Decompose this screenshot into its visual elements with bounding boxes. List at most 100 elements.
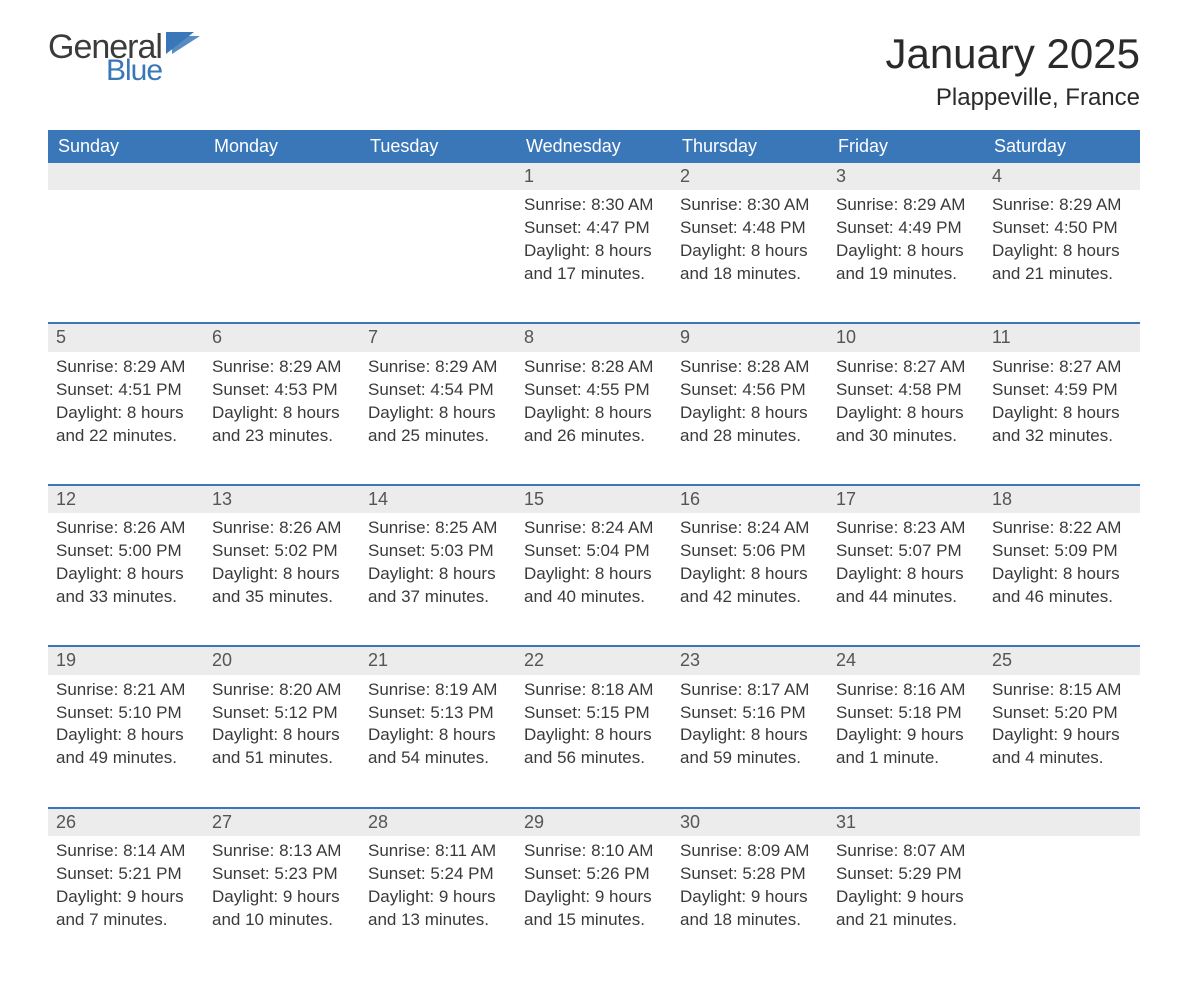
sunset-text: Sunset: 4:51 PM [56,379,196,402]
daylight-text-1: Daylight: 8 hours [524,402,664,425]
sunrise-text: Sunrise: 8:10 AM [524,840,664,863]
sunrise-text: Sunrise: 8:18 AM [524,679,664,702]
day-cell: Sunrise: 8:28 AMSunset: 4:55 PMDaylight:… [516,352,672,484]
weekday-header: Saturday [984,130,1140,163]
sunrise-text: Sunrise: 8:29 AM [56,356,196,379]
week-daynum-row: 567891011 [48,322,1140,351]
day-number: 31 [828,807,984,836]
sunset-text: Sunset: 5:07 PM [836,540,976,563]
sunrise-text: Sunrise: 8:16 AM [836,679,976,702]
day-number: 11 [984,322,1140,351]
day-number: 19 [48,645,204,674]
day-number: 6 [204,322,360,351]
day-number: 30 [672,807,828,836]
daylight-text-2: and 10 minutes. [212,909,352,932]
weekday-header-row: Sunday Monday Tuesday Wednesday Thursday… [48,130,1140,163]
day-cell: Sunrise: 8:24 AMSunset: 5:04 PMDaylight:… [516,513,672,645]
week-content-row: Sunrise: 8:14 AMSunset: 5:21 PMDaylight:… [48,836,1140,968]
day-cell: Sunrise: 8:09 AMSunset: 5:28 PMDaylight:… [672,836,828,968]
daylight-text-2: and 30 minutes. [836,425,976,448]
day-cell: Sunrise: 8:19 AMSunset: 5:13 PMDaylight:… [360,675,516,807]
daylight-text-1: Daylight: 8 hours [368,563,508,586]
daylight-text-1: Daylight: 8 hours [524,563,664,586]
day-cell: Sunrise: 8:29 AMSunset: 4:53 PMDaylight:… [204,352,360,484]
sunset-text: Sunset: 4:56 PM [680,379,820,402]
daylight-text-2: and 4 minutes. [992,747,1132,770]
daylight-text-2: and 26 minutes. [524,425,664,448]
sunrise-text: Sunrise: 8:23 AM [836,517,976,540]
daylight-text-2: and 46 minutes. [992,586,1132,609]
weekday-header: Sunday [48,130,204,163]
day-number: 8 [516,322,672,351]
day-number: 5 [48,322,204,351]
daylight-text-1: Daylight: 9 hours [524,886,664,909]
day-number: 10 [828,322,984,351]
sunrise-text: Sunrise: 8:21 AM [56,679,196,702]
sunrise-text: Sunrise: 8:28 AM [524,356,664,379]
daylight-text-2: and 18 minutes. [680,909,820,932]
daylight-text-2: and 23 minutes. [212,425,352,448]
day-number: 17 [828,484,984,513]
sunset-text: Sunset: 4:55 PM [524,379,664,402]
daylight-text-2: and 32 minutes. [992,425,1132,448]
daylight-text-1: Daylight: 8 hours [992,240,1132,263]
day-cell: Sunrise: 8:18 AMSunset: 5:15 PMDaylight:… [516,675,672,807]
daylight-text-2: and 13 minutes. [368,909,508,932]
sunrise-text: Sunrise: 8:29 AM [992,194,1132,217]
daylight-text-1: Daylight: 8 hours [212,724,352,747]
day-cell: Sunrise: 8:21 AMSunset: 5:10 PMDaylight:… [48,675,204,807]
sunset-text: Sunset: 5:10 PM [56,702,196,725]
sunrise-text: Sunrise: 8:14 AM [56,840,196,863]
page-subtitle: Plappeville, France [885,84,1140,112]
day-cell: Sunrise: 8:30 AMSunset: 4:47 PMDaylight:… [516,190,672,322]
daylight-text-1: Daylight: 9 hours [212,886,352,909]
daylight-text-1: Daylight: 8 hours [836,240,976,263]
day-number: 3 [828,163,984,190]
daylight-text-1: Daylight: 8 hours [680,724,820,747]
daylight-text-2: and 37 minutes. [368,586,508,609]
sunset-text: Sunset: 5:06 PM [680,540,820,563]
week-content-row: Sunrise: 8:21 AMSunset: 5:10 PM Daylight:… [48,675,1140,807]
daylight-text-1: Daylight: 8 hours [212,563,352,586]
sunset-text: Sunset: 4:58 PM [836,379,976,402]
day-number: 2 [672,163,828,190]
sunset-text: Sunset: 5:24 PM [368,863,508,886]
daylight-text-1: Daylight: 8 hours [836,563,976,586]
week-daynum-row: 1234 [48,163,1140,190]
day-cell: Sunrise: 8:07 AMSunset: 5:29 PMDaylight:… [828,836,984,968]
daylight-text-1: Daylight: 9 hours [680,886,820,909]
calendar-table: Sunday Monday Tuesday Wednesday Thursday… [48,130,1140,968]
daylight-text-2: and 42 minutes. [680,586,820,609]
flag-icon [166,32,202,58]
daylight-text-2: and 28 minutes. [680,425,820,448]
sunset-text: Sunset: 5:28 PM [680,863,820,886]
sunset-text: Sunset: 5:29 PM [836,863,976,886]
daylight-text-1: Daylight: 8 hours [212,402,352,425]
weekday-header: Thursday [672,130,828,163]
week-daynum-row: 19202122232425 [48,645,1140,674]
daylight-text-2: and 51 minutes. [212,747,352,770]
daylight-text-2: and 7 minutes. [56,909,196,932]
sunrise-text: Sunrise: 8:17 AM [680,679,820,702]
daylight-text-2: and 35 minutes. [212,586,352,609]
daylight-text-1: Daylight: 8 hours [56,563,196,586]
daylight-text-2: and 25 minutes. [368,425,508,448]
day-number: 23 [672,645,828,674]
day-number: 29 [516,807,672,836]
sunrise-text: Sunrise: 8:11 AM [368,840,508,863]
sunset-text: Sunset: 4:53 PM [212,379,352,402]
sunrise-text: Sunrise: 8:25 AM [368,517,508,540]
sunrise-text: Sunrise: 8:09 AM [680,840,820,863]
day-cell: Sunrise: 8:20 AMSunset: 5:12 PMDaylight:… [204,675,360,807]
day-number: 18 [984,484,1140,513]
day-cell: Sunrise: 8:15 AMSunset: 5:20 PMDaylight:… [984,675,1140,807]
day-number-empty [984,807,1140,836]
sunrise-text: Sunrise: 8:19 AM [368,679,508,702]
week-content-row: Sunrise: 8:29 AMSunset: 4:51 PM Daylight:… [48,352,1140,484]
day-cell: Sunrise: 8:22 AMSunset: 5:09 PMDaylight:… [984,513,1140,645]
day-number: 4 [984,163,1140,190]
sunset-text: Sunset: 5:20 PM [992,702,1132,725]
sunset-text: Sunset: 4:59 PM [992,379,1132,402]
day-number: 7 [360,322,516,351]
sunrise-text: Sunrise: 8:28 AM [680,356,820,379]
